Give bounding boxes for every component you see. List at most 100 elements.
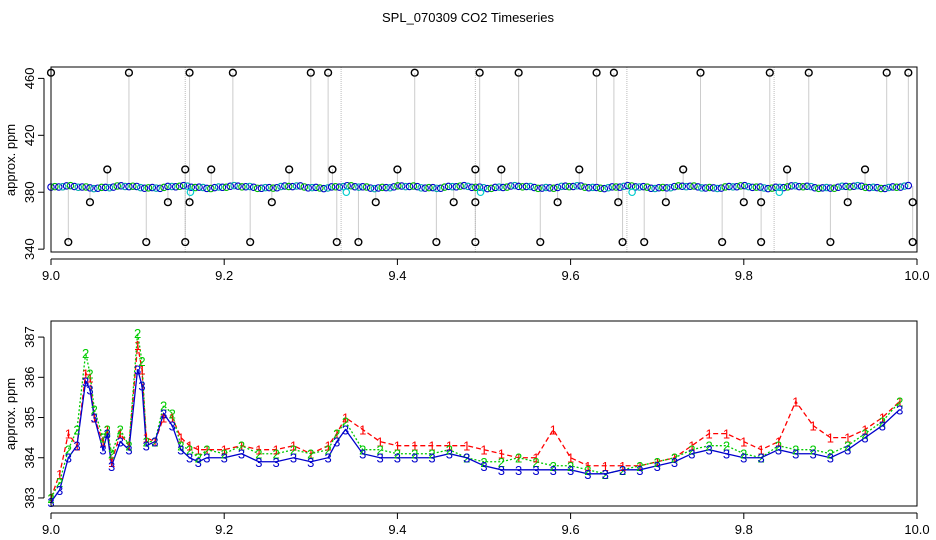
- outlier-point: [804, 68, 813, 77]
- baseline-point: [140, 184, 149, 193]
- baseline-point: [850, 182, 858, 191]
- baseline-point: [351, 182, 359, 191]
- series-2-point: 2: [134, 326, 141, 341]
- baseline-point: [507, 182, 515, 190]
- series-2-point: 2: [307, 447, 314, 462]
- series-1-point: 1: [73, 439, 80, 454]
- baseline-point: [705, 183, 714, 192]
- series-1-point: 1: [688, 439, 695, 454]
- series-2-point: 2: [376, 443, 383, 458]
- series-1-point: 1: [723, 427, 730, 442]
- baseline-point: [662, 184, 671, 192]
- series-1-point: 1: [428, 439, 435, 454]
- series-3-point: 3: [108, 459, 115, 474]
- series-1-point: 1: [143, 431, 150, 446]
- baseline-point: [175, 182, 184, 191]
- baseline-point: [308, 183, 316, 192]
- series-3-point: 3: [480, 459, 487, 474]
- series-2-point: 2: [56, 475, 63, 490]
- series-1-point: 1: [203, 443, 210, 458]
- top-x-tick-label: 9.0: [42, 268, 60, 283]
- baseline-point: [327, 183, 336, 191]
- baseline-point: [857, 182, 866, 190]
- outlier-point: [908, 198, 917, 207]
- series-2-point: 2: [827, 447, 834, 462]
- baseline-point: [226, 182, 235, 191]
- top-axes: 9.0 9.2 9.4 9.6 9.8 10.0 340 380 420 460: [22, 68, 930, 283]
- baseline-point: [655, 183, 663, 192]
- outlier-point: [267, 198, 276, 207]
- series-2-point: 2: [602, 467, 609, 482]
- baseline-point: [191, 183, 199, 192]
- baseline-point: [620, 182, 628, 191]
- baseline-point: [585, 184, 593, 192]
- baseline-point: [549, 184, 558, 192]
- outlier-point: [207, 165, 216, 174]
- baseline-point: [179, 181, 188, 190]
- baseline-point: [557, 182, 566, 191]
- series-2-point: 2: [342, 415, 349, 430]
- series-1-point: 1: [758, 443, 765, 458]
- baseline-point: [148, 183, 157, 192]
- baseline-point: [323, 184, 332, 192]
- series-3-point: 3: [238, 447, 245, 462]
- series-2-point: 2: [203, 443, 210, 458]
- baseline-point: [331, 183, 340, 191]
- series-3-point: 3: [879, 419, 886, 434]
- series-3-point: 3: [636, 463, 643, 478]
- series-3-point: 3: [138, 378, 145, 393]
- outlier-point: [553, 198, 562, 207]
- series-3-point: 3: [411, 451, 418, 466]
- baseline-point: [269, 184, 277, 192]
- series-1-point: 1: [117, 427, 124, 442]
- baseline-point: [475, 183, 484, 191]
- baseline-point: [542, 183, 550, 192]
- baseline-point: [452, 183, 461, 191]
- baseline-point: [362, 183, 371, 191]
- series-2-point: 2: [169, 407, 176, 422]
- series-2-point: 2: [186, 443, 193, 458]
- series-1-point: 1: [706, 427, 713, 442]
- baseline-point: [530, 183, 538, 192]
- baseline-point: [904, 181, 913, 190]
- outlier-point: [575, 165, 584, 174]
- baseline-point: [686, 182, 694, 190]
- baseline-point: [725, 182, 733, 191]
- series-1-point: 1: [177, 431, 184, 446]
- baseline-point: [631, 183, 640, 191]
- baseline-point: [70, 182, 79, 191]
- baseline-point: [277, 182, 285, 191]
- transition-point: [342, 188, 351, 197]
- baseline-point: [429, 183, 437, 192]
- baseline-point: [101, 183, 110, 192]
- series-2-point: 2: [550, 459, 557, 474]
- series-2-point: 2: [333, 427, 340, 442]
- top-data-layer: [46, 67, 917, 252]
- baseline-point: [698, 184, 706, 192]
- outlier-point: [185, 68, 194, 77]
- bottom-x-tick-label: 9.8: [735, 522, 753, 537]
- series-3-point: 3: [740, 451, 747, 466]
- baseline-point: [242, 182, 250, 191]
- baseline-point: [97, 183, 106, 192]
- outlier-point: [371, 198, 380, 207]
- baseline-point: [709, 184, 718, 192]
- series-1-point: 1: [325, 439, 332, 454]
- baseline-point: [386, 184, 394, 192]
- baseline-point: [588, 183, 597, 192]
- baseline-point: [826, 184, 835, 192]
- baseline-point: [713, 184, 722, 193]
- baseline-point: [526, 182, 535, 191]
- baseline-point: [444, 182, 453, 191]
- series-3-point: 3: [65, 451, 72, 466]
- series-3-point: 3: [706, 443, 713, 458]
- baseline-point: [245, 182, 254, 191]
- baseline-point: [592, 183, 601, 192]
- series-3-point: 3: [134, 362, 141, 377]
- series-3-point: 3: [446, 447, 453, 462]
- series-1-point: 1: [138, 362, 145, 377]
- baseline-point: [491, 183, 500, 192]
- series-3-point: 3: [151, 435, 158, 450]
- baseline-point: [643, 183, 651, 191]
- outlier-point: [471, 237, 480, 247]
